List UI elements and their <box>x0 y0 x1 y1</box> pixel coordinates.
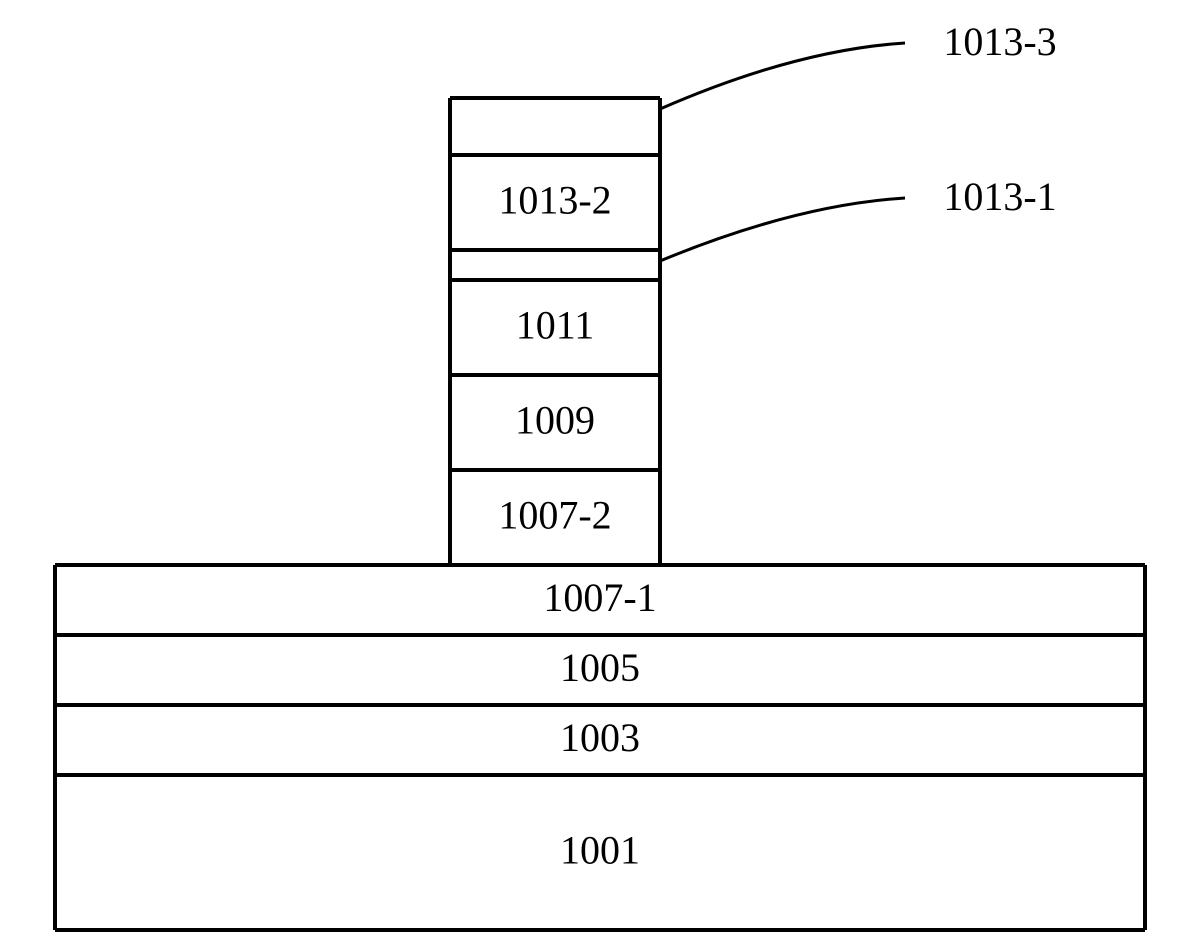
layer-1005-label: 1005 <box>560 645 640 690</box>
callout-1013-3-leader <box>660 43 905 109</box>
layer-1011-label: 1011 <box>516 303 595 348</box>
diagram-svg: 1001 1003 1005 1007-1 1007-2 1009 1011 1013-2 10… <box>0 0 1199 937</box>
layer-1001-label: 1001 <box>560 828 640 873</box>
layer-1013-2-label: 1013-2 <box>498 178 611 223</box>
callout-1013-1-label: 1013-1 <box>943 174 1056 219</box>
callout-1013-3-label: 1013-3 <box>943 19 1056 64</box>
layer-1007-1-label: 1007-1 <box>543 575 656 620</box>
callout-1013-1-leader <box>660 198 905 261</box>
layer-1007-2-label: 1007-2 <box>498 493 611 538</box>
layer-1009-label: 1009 <box>515 398 595 443</box>
layer-1003-label: 1003 <box>560 715 640 760</box>
